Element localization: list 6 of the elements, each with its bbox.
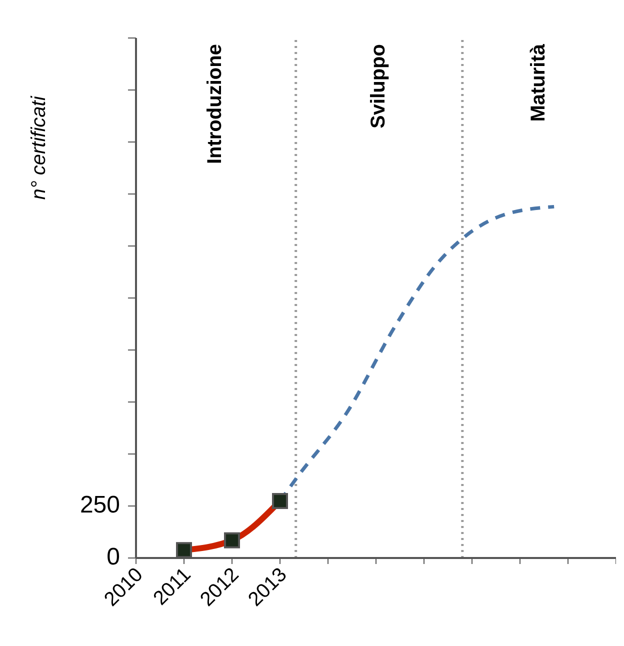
y-axis-title: n° certificati (28, 96, 50, 200)
annotation: Maturità (527, 43, 550, 122)
annotation: Sviluppo (367, 44, 390, 128)
annotation: Introduzione (204, 44, 226, 164)
y-tick-label: 250 (80, 491, 120, 518)
y-tick-label: 0 (106, 543, 120, 570)
